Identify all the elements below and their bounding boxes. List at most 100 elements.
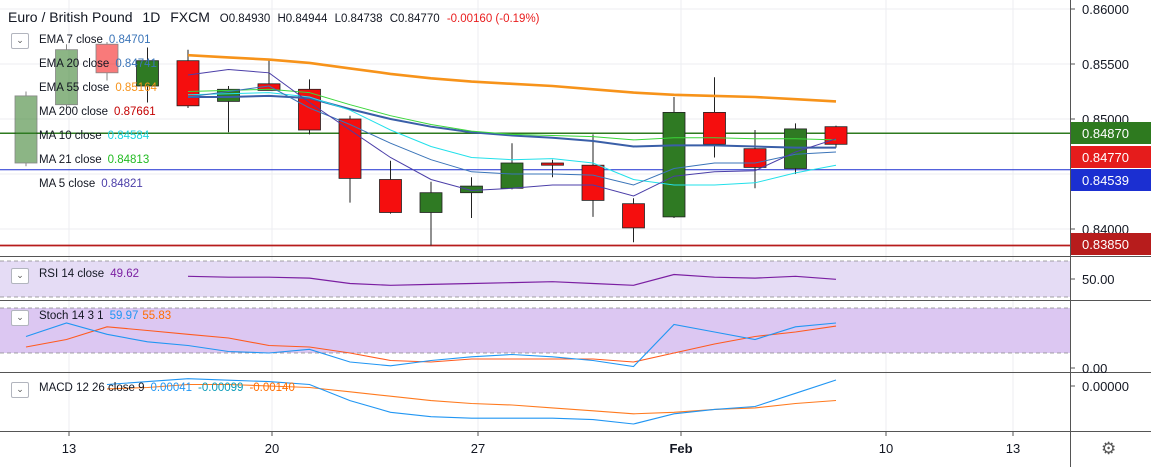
price-marker — [1071, 122, 1151, 144]
time-tick-label: 20 — [265, 441, 279, 456]
time-tick-label: 27 — [471, 441, 485, 456]
candle-body — [662, 112, 686, 218]
series-line-ema-7-close — [187, 85, 837, 186]
candle-body — [784, 128, 807, 169]
price-marker-label: 0.83850 — [1082, 237, 1129, 252]
time-tick-label: 13 — [1006, 441, 1020, 456]
candle — [379, 160, 402, 214]
legend-label: MA 10 close — [39, 130, 102, 142]
indicator-tick-label: 0.00 — [1082, 361, 1107, 376]
series-line-ema-20-close — [188, 94, 836, 149]
legend-row[interactable]: MA 200 close 0.87661 — [39, 106, 156, 118]
settings-gear-icon[interactable]: ⚙ — [1101, 439, 1117, 458]
rsi-value: 49.62 — [110, 268, 139, 280]
macd-legend: MACD 12 26 close 9 0.00041 -0.00099 -0.0014… — [39, 382, 295, 394]
legend-row[interactable]: MA 10 close 0.84584 — [39, 130, 149, 142]
stoch-label: Stoch 14 3 1 — [39, 310, 104, 322]
legend-value: 0.84741 — [115, 58, 157, 70]
low-value: L0.84738 — [334, 13, 383, 25]
time-axis[interactable]: 13 20 27 Feb 10 13 — [62, 431, 1020, 456]
rsi-line — [187, 273, 837, 286]
price-tick-label: 0.85500 — [1082, 57, 1129, 72]
stoch-d-value: 55.83 — [142, 310, 172, 322]
open-value: O0.84930 — [219, 13, 271, 25]
close-value: C0.84770 — [389, 13, 440, 25]
candle — [55, 44, 78, 111]
stoch-d-line — [25, 325, 837, 363]
candles — [14, 42, 848, 246]
stoch-collapse-button[interactable]: ⌄ — [11, 310, 29, 326]
symbol-name[interactable]: Euro / British Pound — [8, 9, 133, 25]
candle-body — [95, 43, 119, 74]
series-line-ma-10-close — [187, 92, 837, 186]
legend-label: EMA 55 close — [39, 82, 110, 94]
moving-averages — [187, 53, 837, 197]
price-marker-label: 0.84539 — [1082, 173, 1129, 188]
legend-row[interactable]: MA 21 close 0.84813 — [39, 154, 149, 166]
candle-body — [55, 49, 78, 106]
indicator-tick-label: 50.00 — [1082, 272, 1115, 287]
macd-signal-value: -0.00099 — [198, 382, 244, 394]
exchange: FXCM — [170, 9, 210, 25]
legend-row[interactable]: EMA 55 close 0.85164 — [39, 82, 157, 94]
legend-label: EMA 20 close — [39, 58, 110, 70]
rsi-band — [0, 261, 1070, 297]
price-marker-label: 0.84770 — [1082, 150, 1129, 165]
candle-body — [14, 95, 38, 164]
stoch-k-line — [25, 322, 837, 368]
rsi-legend: RSI 14 close 49.62 — [39, 268, 139, 280]
rsi-label: RSI 14 close — [39, 268, 105, 280]
series-line-ma-21-close — [187, 88, 837, 141]
indicator-tick-label: 0.00000 — [1082, 379, 1129, 394]
candle — [581, 134, 605, 217]
legend-value: 0.84584 — [107, 130, 150, 142]
stoch-band — [0, 308, 1070, 353]
candle-body — [622, 203, 645, 229]
chart-header: Euro / British Pound 1D FXCM O0.84930 H0… — [8, 9, 540, 25]
legend-row[interactable]: EMA 7 close 0.84701 — [39, 34, 151, 46]
candle-body — [541, 162, 564, 166]
series-line-ma-5-close — [187, 68, 837, 197]
legend-row[interactable]: MA 5 close 0.84821 — [39, 178, 143, 190]
legend-collapse-button[interactable]: ⌄ — [11, 33, 29, 49]
macd-collapse-button[interactable]: ⌄ — [11, 382, 29, 398]
candle — [784, 123, 807, 174]
legend-value: 0.84821 — [101, 178, 143, 190]
candle-body — [460, 185, 483, 194]
ohlc-values: O0.84930 H0.84944 L0.84738 C0.84770 -0.0… — [220, 13, 540, 25]
candle-body — [581, 164, 605, 201]
legend-label: MA 5 close — [39, 178, 96, 190]
macd-line — [106, 378, 837, 425]
change-value: -0.00160 (-0.19%) — [446, 13, 540, 25]
time-tick-label: Feb — [669, 441, 692, 456]
legend-label: MA 200 close — [39, 106, 109, 118]
candle — [460, 177, 483, 218]
horizontal-levels — [0, 132, 1070, 247]
candle — [662, 97, 686, 218]
legend-value: 0.85164 — [115, 82, 157, 94]
price-marker — [1071, 169, 1151, 191]
candle-body — [743, 148, 767, 168]
macd-value: 0.00041 — [150, 382, 193, 394]
macd-label: MACD 12 26 close 9 — [39, 382, 145, 394]
macd-hist-value: -0.00140 — [249, 382, 295, 394]
stoch-k-value: 59.97 — [109, 310, 139, 322]
candle-body — [703, 112, 726, 145]
legend-row[interactable]: EMA 20 close 0.84741 — [39, 58, 157, 70]
interval[interactable]: 1D — [142, 9, 161, 25]
price-axis[interactable]: 0.860000.855000.850000.845000.840000.848… — [1070, 2, 1151, 394]
candle — [14, 91, 38, 167]
rsi-collapse-button[interactable]: ⌄ — [11, 268, 29, 284]
candle-body — [500, 162, 524, 189]
indicators — [25, 273, 837, 425]
price-marker-label: 0.84870 — [1082, 126, 1129, 141]
legend-value: 0.84813 — [107, 154, 150, 166]
candle-body — [419, 192, 443, 213]
candle — [824, 125, 848, 148]
candle — [95, 42, 119, 81]
candle — [703, 77, 726, 158]
price-tick-label: 0.86000 — [1082, 2, 1129, 17]
legend-label: EMA 7 close — [39, 34, 103, 46]
